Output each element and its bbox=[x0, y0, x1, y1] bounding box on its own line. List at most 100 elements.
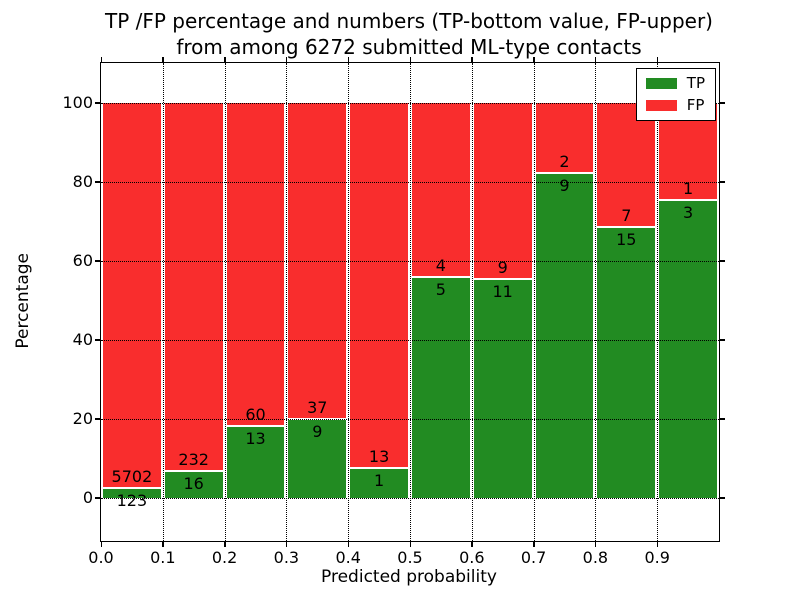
x-tick-mark bbox=[224, 57, 226, 62]
x-tick-mark bbox=[347, 542, 350, 547]
x-tick-label: 0.6 bbox=[459, 548, 485, 567]
bar-segment-fp bbox=[164, 102, 223, 473]
tp-count-label: 3 bbox=[683, 203, 694, 223]
x-tick-mark bbox=[594, 57, 597, 62]
y-tick-mark bbox=[95, 497, 100, 499]
chart-title-line1: TP /FP percentage and numbers (TP-bottom… bbox=[105, 9, 713, 33]
horizontal-gridline bbox=[101, 102, 719, 104]
bar-segment-tp bbox=[164, 472, 223, 498]
x-tick-mark bbox=[656, 57, 659, 62]
x-tick-mark bbox=[285, 57, 288, 62]
x-tick-label: 0.8 bbox=[582, 548, 609, 567]
y-axis-label: Percentage bbox=[13, 253, 33, 349]
bar-segment-fp bbox=[350, 102, 408, 470]
y-tick-mark bbox=[720, 260, 725, 262]
tp-count-label: 1 bbox=[374, 471, 385, 491]
fp-count-label: 37 bbox=[307, 398, 328, 418]
legend-entry-tp: TP bbox=[645, 74, 705, 92]
y-tick-label: 100 bbox=[62, 92, 93, 112]
x-tick-label: 0.5 bbox=[397, 548, 423, 567]
bar-segment-tp bbox=[288, 420, 347, 498]
y-tick-label: 20 bbox=[72, 408, 93, 428]
y-tick-mark bbox=[720, 339, 725, 341]
tp-count-label: 11 bbox=[492, 282, 513, 302]
bar-segment-fp bbox=[535, 102, 594, 175]
legend-label-fp: FP bbox=[686, 96, 705, 114]
bar-segment-tp bbox=[597, 228, 656, 498]
x-tick-mark bbox=[100, 57, 103, 62]
legend-label-tp: TP bbox=[686, 74, 705, 92]
bar-segment-tp bbox=[412, 278, 470, 498]
horizontal-gridline bbox=[101, 497, 719, 499]
y-tick-mark bbox=[720, 418, 725, 420]
y-tick-mark bbox=[95, 418, 100, 420]
x-tick-mark bbox=[471, 542, 473, 547]
x-tick-mark bbox=[594, 542, 597, 547]
bar-segment-tp bbox=[473, 280, 532, 498]
bar-segment-fp bbox=[412, 102, 470, 279]
x-tick-label: 0.2 bbox=[211, 548, 238, 567]
fp-count-label: 60 bbox=[245, 405, 266, 425]
x-tick-mark bbox=[656, 542, 659, 547]
fp-count-label: 5702 bbox=[111, 467, 153, 487]
x-tick-label: 0.9 bbox=[644, 548, 670, 567]
legend: TP FP bbox=[635, 68, 716, 121]
vertical-gridline bbox=[348, 63, 350, 541]
horizontal-gridline bbox=[101, 418, 719, 420]
x-tick-label: 0.3 bbox=[273, 548, 300, 567]
legend-swatch-fp bbox=[645, 100, 677, 111]
bar-segment-tp bbox=[226, 427, 285, 498]
x-tick-mark bbox=[533, 542, 535, 547]
plot-area: TP FP 5702 123 232 16 60 13 37 9 13 1 4 5 9 11 2 9 7 15 1 3 0… bbox=[62, 57, 725, 567]
vertical-gridline bbox=[471, 63, 473, 541]
fp-count-label: 232 bbox=[178, 450, 209, 470]
legend-swatch-tp bbox=[645, 78, 677, 89]
x-tick-mark bbox=[533, 57, 535, 62]
vertical-gridline bbox=[533, 63, 535, 541]
horizontal-gridline bbox=[101, 260, 719, 262]
fp-count-label: 4 bbox=[435, 256, 446, 276]
y-tick-mark bbox=[95, 102, 100, 104]
tp-count-label: 9 bbox=[312, 422, 323, 442]
horizontal-gridline bbox=[101, 339, 719, 341]
vertical-gridline bbox=[162, 63, 164, 541]
y-tick-mark bbox=[95, 339, 100, 341]
tp-count-label: 13 bbox=[245, 429, 266, 449]
legend-entry-fp: FP bbox=[645, 96, 705, 114]
x-tick-label: 0.0 bbox=[88, 548, 114, 567]
x-tick-mark bbox=[347, 57, 350, 62]
x-tick-mark bbox=[471, 57, 473, 62]
horizontal-gridline bbox=[101, 181, 719, 183]
x-tick-label: 0.4 bbox=[335, 548, 361, 567]
x-tick-label: 0.7 bbox=[520, 548, 547, 567]
x-tick-mark bbox=[409, 542, 412, 547]
y-tick-mark bbox=[95, 181, 100, 183]
x-tick-mark bbox=[162, 542, 164, 547]
tp-count-label: 15 bbox=[616, 230, 637, 250]
y-tick-label: 80 bbox=[72, 171, 93, 191]
y-tick-label: 60 bbox=[72, 250, 93, 270]
vertical-gridline bbox=[410, 63, 411, 541]
vertical-gridline bbox=[595, 63, 597, 541]
y-tick-label: 40 bbox=[72, 329, 93, 349]
bar-segment-fp bbox=[226, 102, 285, 428]
vertical-gridline bbox=[657, 63, 659, 541]
x-tick-mark bbox=[409, 57, 412, 62]
fp-count-label: 13 bbox=[368, 447, 390, 467]
bar-segment-fp bbox=[473, 102, 532, 281]
fp-count-label: 2 bbox=[559, 152, 570, 172]
vertical-gridline bbox=[286, 63, 288, 541]
fp-count-label: 9 bbox=[497, 258, 508, 278]
chart-title-line2: from among 6272 submitted ML-type contac… bbox=[176, 35, 642, 59]
fp-count-label: 1 bbox=[683, 179, 694, 199]
tp-count-label: 123 bbox=[116, 491, 148, 511]
vertical-gridline bbox=[224, 63, 226, 541]
fp-count-label: 7 bbox=[621, 206, 632, 226]
x-axis-label: Predicted probability bbox=[321, 567, 497, 587]
bar-segment-tp bbox=[659, 201, 717, 498]
bar-segment-fp bbox=[597, 102, 656, 229]
tp-count-label: 5 bbox=[435, 280, 446, 300]
x-tick-mark bbox=[224, 542, 226, 547]
x-tick-mark bbox=[100, 542, 103, 547]
